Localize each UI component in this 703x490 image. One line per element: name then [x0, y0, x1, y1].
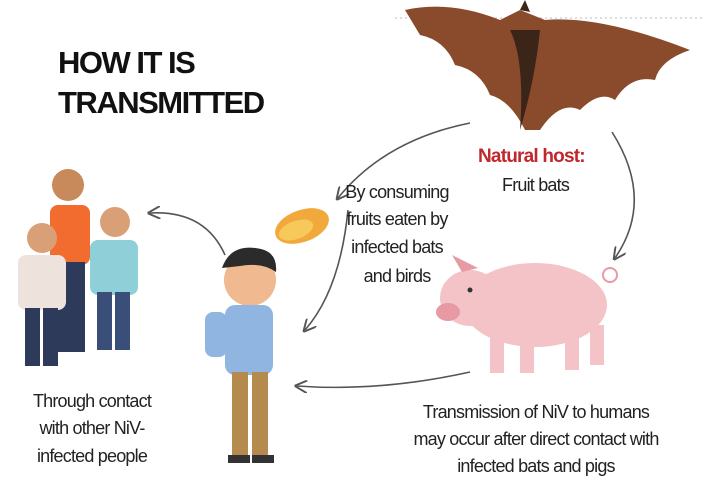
- host-text: Fruit bats: [502, 175, 570, 195]
- people-note: Through contact with other NiV- infected…: [33, 391, 152, 466]
- note-line: Through contact: [33, 391, 152, 411]
- bat-illustration: [405, 0, 690, 130]
- note-line: Transmission of NiV to humans: [423, 402, 650, 422]
- note-line: may occur after direct contact with: [413, 429, 658, 449]
- note-line: and birds: [364, 266, 432, 286]
- note-line: with other NiV-: [38, 418, 145, 438]
- note-line: infected people: [37, 446, 148, 466]
- arrow: [612, 132, 634, 258]
- man-illustration: [205, 248, 276, 463]
- title-line: HOW IT IS: [58, 45, 195, 80]
- note-line: By consuming: [345, 182, 448, 202]
- pig-illustration: [436, 255, 617, 373]
- mango-illustration: [270, 201, 334, 250]
- host-label: Natural host:: [478, 146, 585, 167]
- people-illustration: [18, 169, 138, 366]
- note-line: infected bats: [351, 237, 443, 257]
- note-line: infected bats and pigs: [457, 456, 615, 476]
- title-line: TRANSMITTED: [58, 85, 265, 120]
- infographic: HOW IT IS TRANSMITTED Natural host: Frui…: [0, 0, 703, 490]
- arrow: [297, 372, 470, 387]
- fruit-note: By consuming fruits eaten by infected ba…: [345, 182, 448, 286]
- arrow: [150, 213, 225, 255]
- note-line: fruits eaten by: [346, 209, 448, 229]
- pig-note: Transmission of NiV to humans may occur …: [413, 402, 658, 476]
